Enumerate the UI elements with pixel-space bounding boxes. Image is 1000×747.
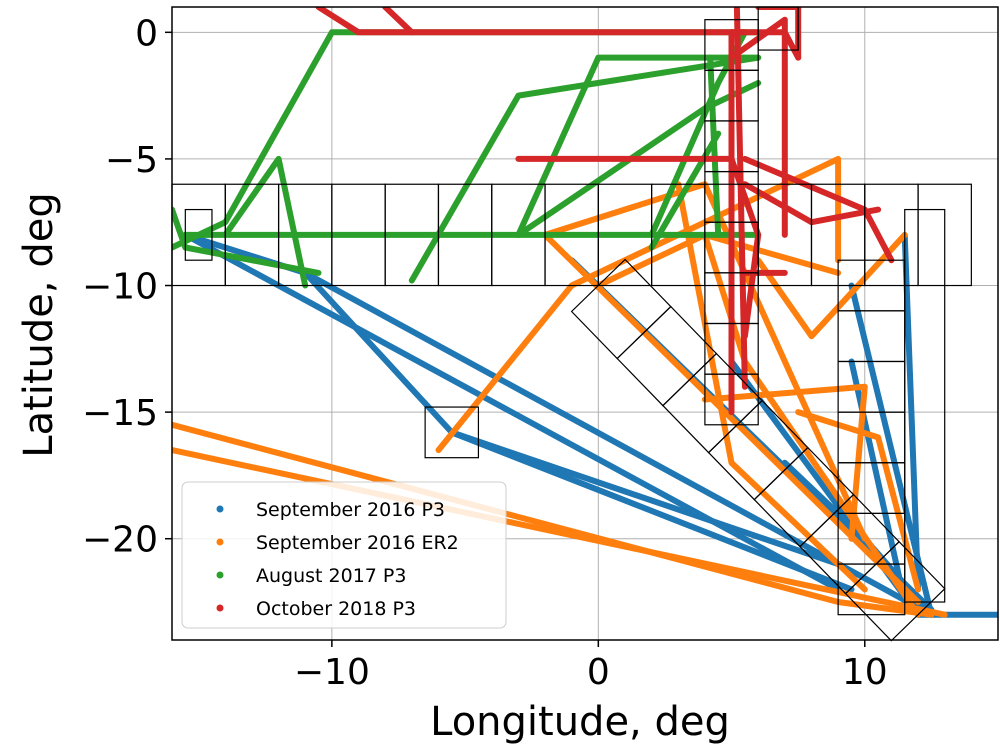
y-axis-label: Latitude, deg [16, 192, 62, 457]
flight-track [707, 54, 722, 238]
x-tick-label: 0 [587, 652, 610, 693]
diagonal-box [844, 540, 946, 642]
legend-label: September 2016 ER2 [256, 532, 459, 554]
legend-marker [216, 571, 224, 579]
flight-track [382, 7, 415, 36]
legend-marker [216, 505, 224, 513]
y-tick-label: −5 [105, 140, 158, 181]
legend-marker [216, 538, 224, 546]
flight-track [848, 358, 908, 605]
flight-track [315, 7, 748, 36]
flight-track [302, 269, 935, 618]
flight-track [448, 429, 855, 593]
flight-track [648, 130, 722, 251]
x-axis-ticks: −10 0 10 [294, 640, 888, 693]
series-1 [182, 231, 998, 618]
flight-track [901, 231, 922, 593]
legend-label: October 2018 P3 [256, 598, 416, 620]
legend-frame [181, 481, 507, 629]
flight-track [728, 29, 802, 61]
grid-box [184, 208, 213, 261]
legend: September 2016 P3 September 2016 ER2 Augus… [181, 481, 507, 629]
grid-box [424, 406, 480, 459]
flight-track [172, 447, 948, 618]
flight-track [182, 231, 842, 593]
flight-track [408, 54, 762, 284]
flight-track [182, 231, 842, 567]
x-axis-label: Longitude, deg [430, 699, 730, 745]
flight-track [222, 155, 309, 289]
legend-label: September 2016 P3 [256, 499, 445, 521]
y-tick-label: −15 [82, 393, 158, 434]
y-tick-label: 0 [135, 13, 158, 54]
y-axis-ticks: 0 −5 −10 −15 −20 [82, 13, 172, 561]
y-tick-label: −20 [82, 520, 158, 561]
flight-track [542, 231, 922, 605]
legend-label: August 2017 P3 [256, 565, 406, 587]
grid-box [904, 208, 946, 603]
x-tick-label: −10 [294, 652, 370, 693]
plot-frame [171, 6, 999, 641]
flight-track [728, 16, 788, 238]
flight-track [675, 181, 868, 593]
y-tick-label: −10 [82, 267, 158, 308]
legend-marker [216, 604, 224, 612]
x-tick-label: 10 [842, 652, 888, 693]
analysis-boxes [171, 6, 972, 642]
